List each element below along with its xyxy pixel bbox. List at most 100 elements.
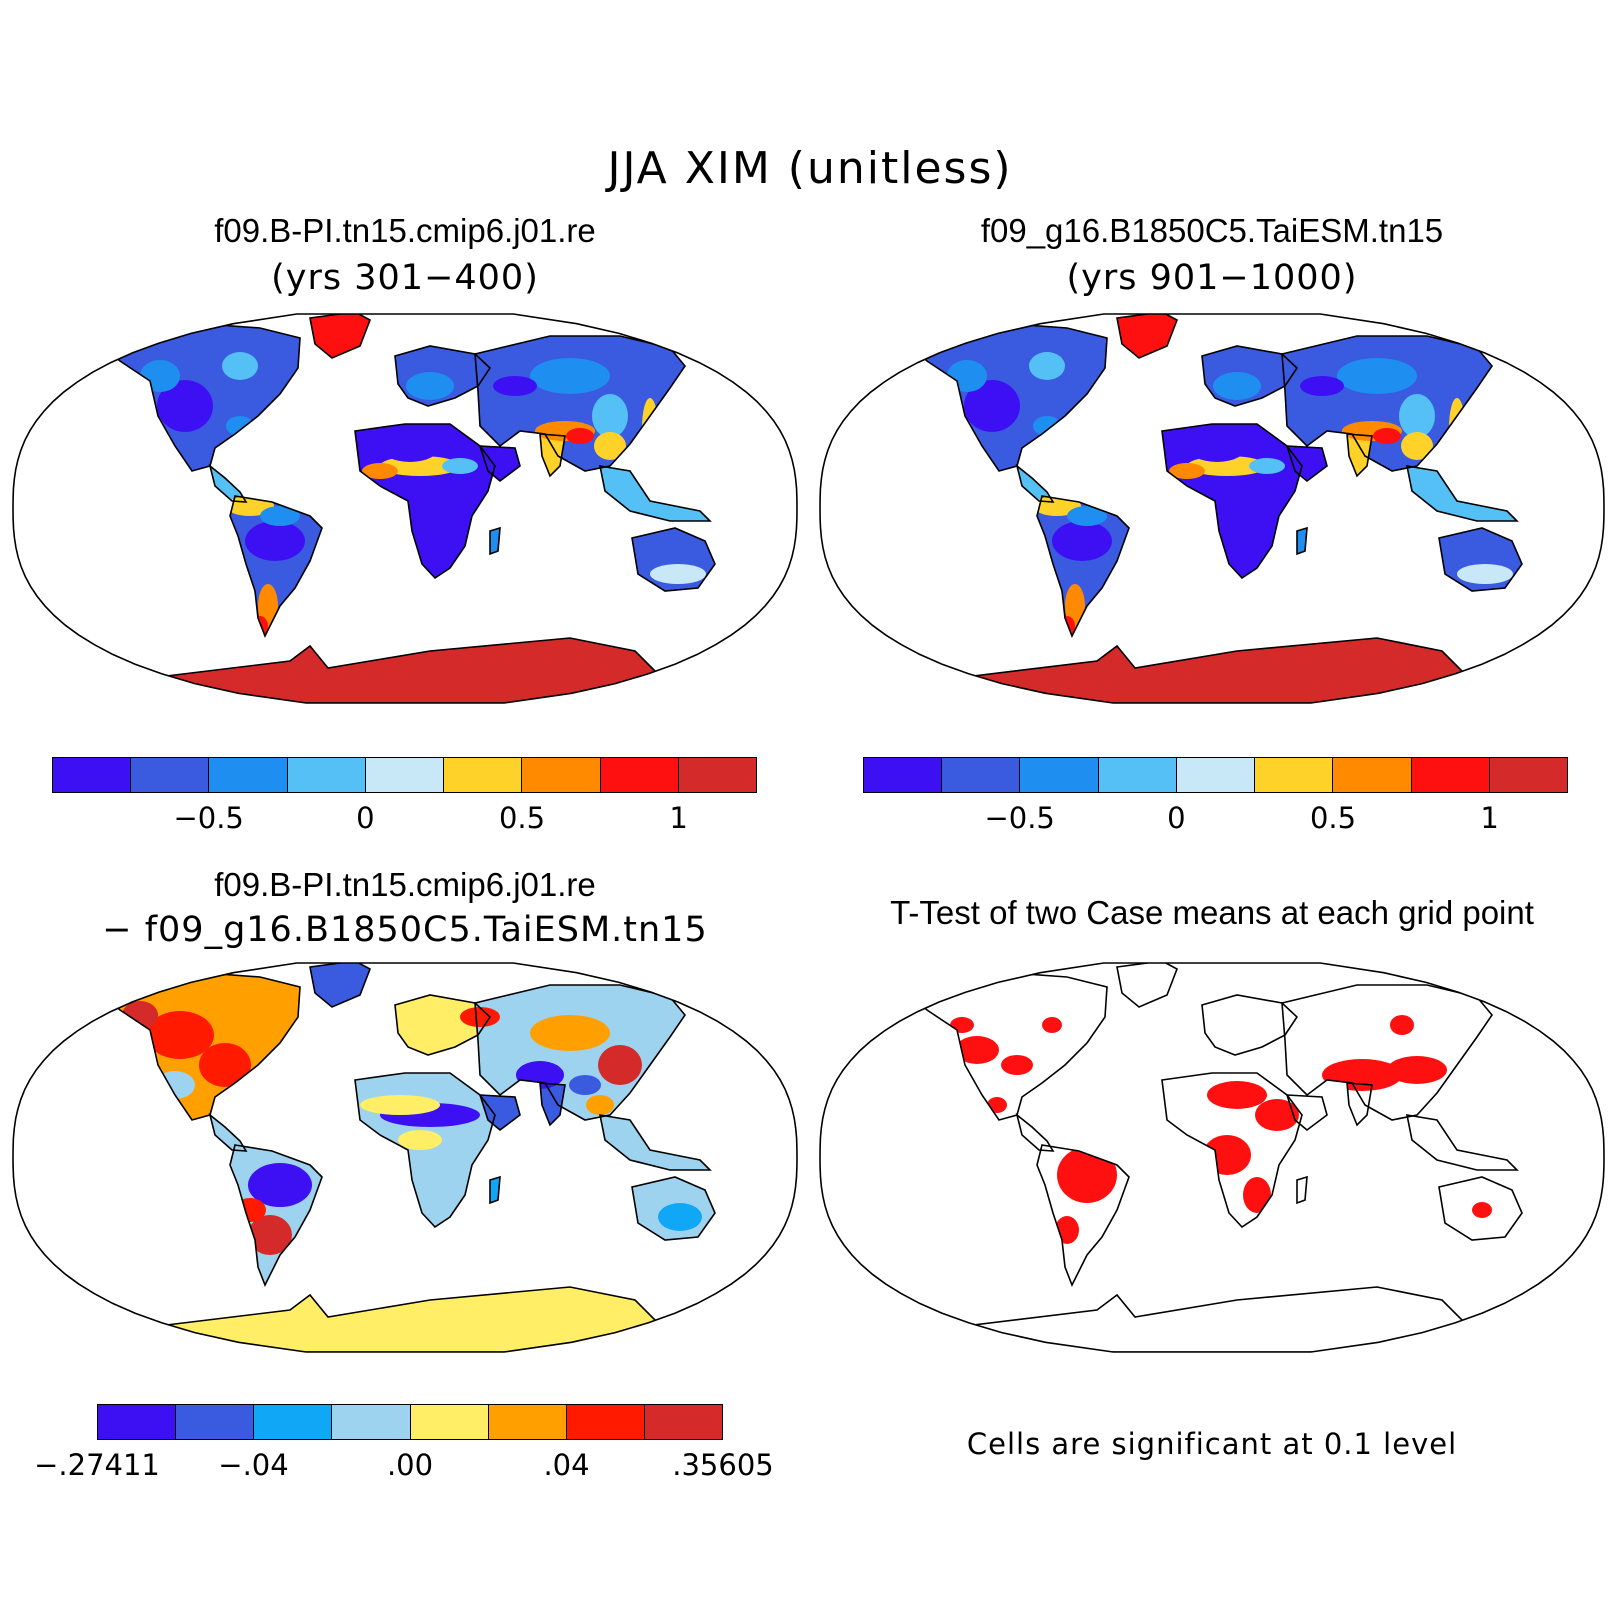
significant-patch <box>1472 1202 1492 1218</box>
significant-patch <box>955 1036 999 1064</box>
coastline <box>103 323 301 472</box>
colorbar-tick-label: .00 <box>386 1448 434 1482</box>
coastline <box>1346 433 1373 478</box>
field-patch <box>1249 458 1285 474</box>
coastline <box>955 637 1470 703</box>
colorbar-cell <box>1098 758 1177 792</box>
field-patch <box>398 1130 442 1150</box>
land-seasia <box>1407 466 1517 521</box>
colorbar-cell <box>1489 758 1567 792</box>
field-patch <box>1169 463 1205 479</box>
coastline <box>1285 445 1328 483</box>
field-patch <box>362 463 398 479</box>
land-seasia <box>1407 1115 1517 1170</box>
land-greenland <box>1117 963 1177 1007</box>
land-seasia <box>600 1115 710 1170</box>
coastline <box>148 1286 663 1352</box>
field-patch <box>1187 430 1247 462</box>
coastline <box>1438 527 1523 592</box>
field-patch <box>248 1163 312 1207</box>
coastline <box>1405 465 1519 522</box>
colorbar-tick-label: 0.5 <box>1309 801 1357 835</box>
field-patch <box>1029 352 1065 380</box>
field-patch <box>260 506 300 526</box>
coastline <box>598 1114 712 1171</box>
coastline <box>1201 994 1299 1056</box>
coastline <box>1116 963 1179 1008</box>
field-patch <box>592 394 628 438</box>
land-camerica <box>1017 1115 1053 1151</box>
colorbar-tick-label: 1 <box>669 801 688 835</box>
map-frame <box>12 962 798 1353</box>
colorbar-cell <box>566 1405 645 1439</box>
map-frame <box>819 313 1605 704</box>
field-patch <box>1342 394 1382 418</box>
panel2-subtitle: (yrs 901−1000) <box>1066 258 1358 298</box>
coastline <box>478 1094 521 1132</box>
significant-patch <box>1001 1055 1033 1075</box>
field-patch <box>1337 358 1417 394</box>
significance-note: Cells are significant at 0.1 level <box>966 1427 1458 1461</box>
field-patch <box>535 394 575 418</box>
field-patch <box>245 521 305 561</box>
colorbar-cell <box>444 758 523 792</box>
coastline <box>229 1144 323 1287</box>
panel1-colorbar <box>52 757 757 793</box>
field-patch <box>658 1203 702 1231</box>
land-camerica <box>210 466 246 502</box>
figure-title: JJA XIM (unitless) <box>607 143 1013 194</box>
field-patch <box>1401 432 1433 460</box>
colorbar-tick-label: 1 <box>1480 801 1499 835</box>
panel1-title: f09.B-PI.tn15.cmip6.j01.re <box>214 212 596 249</box>
coastline <box>1285 1094 1328 1132</box>
significant-patch <box>1243 1177 1271 1213</box>
colorbar-cell <box>678 758 756 792</box>
colorbar-cell <box>332 1405 411 1439</box>
coastline <box>1036 1144 1130 1287</box>
field-patch <box>1373 428 1401 444</box>
field-patch <box>1399 394 1435 438</box>
panel3-colorbar <box>97 1404 723 1440</box>
land-antarctica <box>150 1287 662 1352</box>
coastline <box>229 495 323 638</box>
coastline <box>631 1176 716 1241</box>
field-patch <box>460 1007 500 1027</box>
colorbar-cell <box>488 1405 567 1439</box>
field-patch <box>650 564 706 584</box>
significant-patch <box>1255 1099 1299 1131</box>
land-madagascar <box>1297 1177 1307 1203</box>
coastline <box>354 1072 496 1229</box>
coastline <box>103 972 301 1121</box>
land-antarctica <box>957 638 1469 703</box>
coastline <box>478 445 521 483</box>
field-patch <box>530 1015 610 1051</box>
field-patch <box>424 1149 476 1201</box>
colorbar-tick-label: −.04 <box>218 1448 289 1482</box>
coastline <box>1036 495 1130 638</box>
colorbar-tick-label: .35605 <box>672 1448 774 1482</box>
map-frame <box>12 313 798 704</box>
field-patch <box>380 430 440 462</box>
coastline <box>1161 1072 1303 1229</box>
field-patch <box>586 1095 614 1115</box>
field-patch <box>146 1011 214 1059</box>
coastline <box>1346 1082 1373 1127</box>
field-patch <box>1457 564 1513 584</box>
colorbar-cell <box>410 1405 489 1439</box>
coastline <box>631 527 716 592</box>
field-patch <box>566 428 594 444</box>
land-antarctica <box>957 1287 1469 1352</box>
colorbar-cell <box>942 758 1021 792</box>
field-patch <box>530 358 610 394</box>
colorbar-cell <box>1411 758 1490 792</box>
coastline <box>489 1175 501 1205</box>
land-asia <box>475 985 685 1120</box>
field-patch <box>412 532 448 560</box>
coastline <box>1116 314 1179 359</box>
land-greenland <box>310 314 370 358</box>
land-greenland <box>310 963 370 1007</box>
coastline <box>1201 345 1299 407</box>
colorbar-tick-label: 0 <box>356 801 375 835</box>
colorbar-cell <box>1020 758 1099 792</box>
coastline <box>910 972 1108 1121</box>
